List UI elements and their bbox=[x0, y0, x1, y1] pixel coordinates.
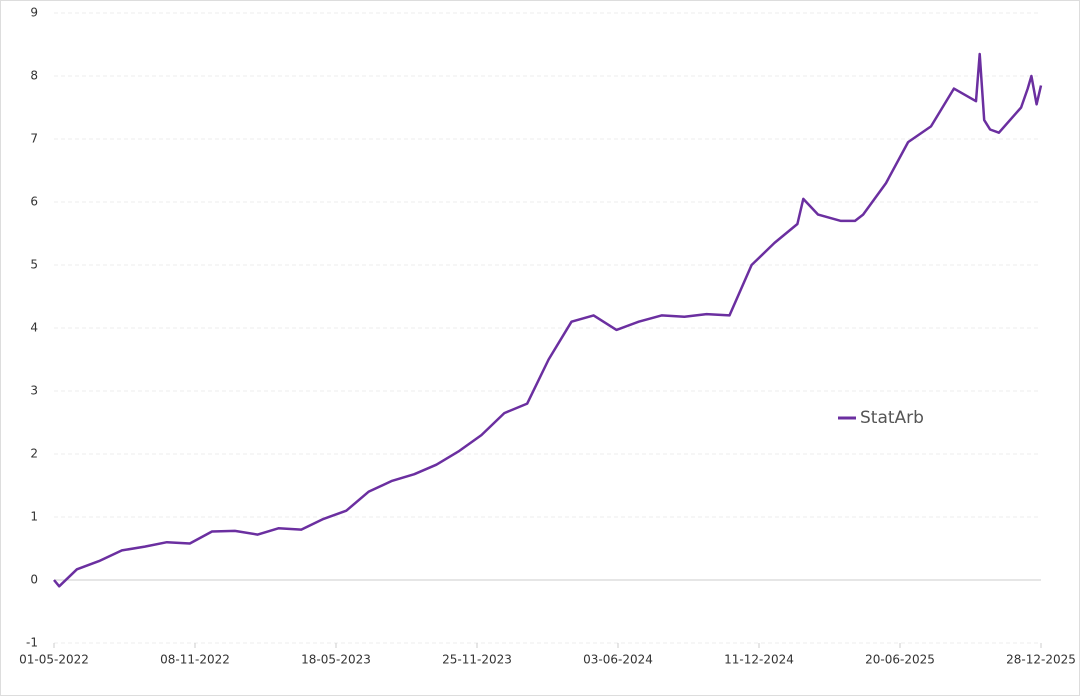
y-tick-label: 3 bbox=[30, 384, 38, 398]
y-tick-label: 7 bbox=[30, 132, 38, 146]
line bbox=[53, 52, 1043, 588]
legend-label: StatArb bbox=[860, 408, 924, 428]
x-tick-label: 08-11-2022 bbox=[160, 653, 230, 667]
x-tick-label: 25-11-2023 bbox=[442, 653, 512, 667]
y-tick-label: 1 bbox=[30, 510, 38, 524]
y-tick-label: 4 bbox=[30, 321, 38, 335]
x-tick-label: 03-06-2024 bbox=[583, 653, 653, 667]
y-tick-label: -1 bbox=[26, 636, 38, 650]
y-tick-label: 6 bbox=[30, 195, 38, 209]
y-tick-label: 5 bbox=[30, 258, 38, 272]
x-tick-label: 01-05-2022 bbox=[19, 653, 89, 667]
x-tick-label: 11-12-2024 bbox=[724, 653, 794, 667]
x-tick-label: 18-05-2023 bbox=[301, 653, 371, 667]
y-tick-label: 8 bbox=[30, 69, 38, 83]
x-tick-label: 20-06-2025 bbox=[865, 653, 935, 667]
x-tick-label: 28-12-2025 bbox=[1006, 653, 1076, 667]
y-tick-label: 0 bbox=[30, 573, 38, 587]
y-tick-label: 2 bbox=[30, 447, 38, 461]
y-tick-label: 9 bbox=[30, 6, 38, 20]
